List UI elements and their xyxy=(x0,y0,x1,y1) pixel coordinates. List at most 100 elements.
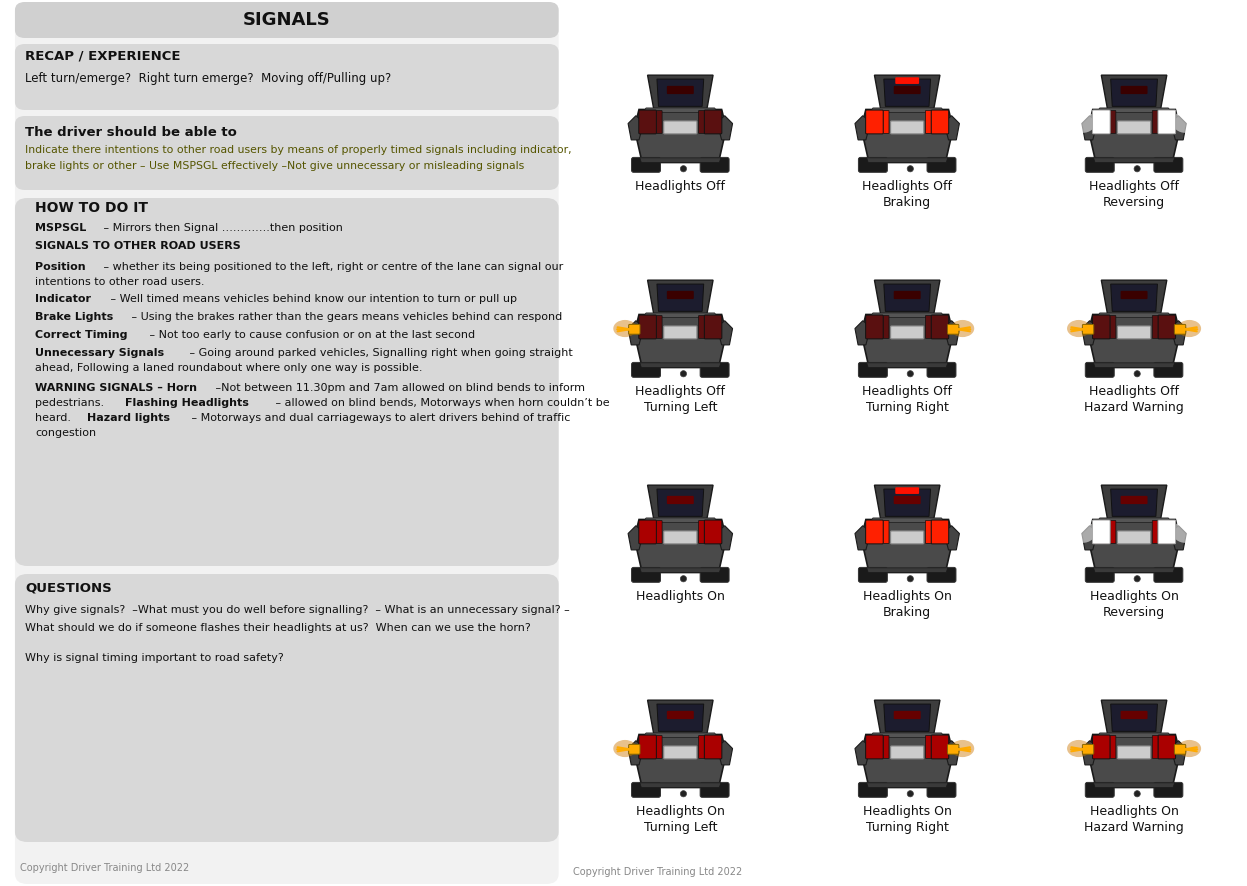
FancyBboxPatch shape xyxy=(883,315,889,338)
Circle shape xyxy=(681,166,687,172)
FancyBboxPatch shape xyxy=(656,735,662,758)
Polygon shape xyxy=(643,518,718,523)
Circle shape xyxy=(908,790,914,797)
FancyBboxPatch shape xyxy=(1092,520,1110,544)
Circle shape xyxy=(908,166,914,172)
Polygon shape xyxy=(869,733,945,738)
Text: – Going around parked vehicles, Signalling right when going straight: – Going around parked vehicles, Signalli… xyxy=(186,348,572,358)
Text: Why is signal timing important to road safety?: Why is signal timing important to road s… xyxy=(25,653,283,663)
FancyBboxPatch shape xyxy=(932,735,949,759)
FancyBboxPatch shape xyxy=(865,735,883,759)
FancyBboxPatch shape xyxy=(1158,520,1176,544)
FancyBboxPatch shape xyxy=(890,746,924,759)
Polygon shape xyxy=(647,700,713,734)
Polygon shape xyxy=(628,525,643,550)
FancyBboxPatch shape xyxy=(15,574,559,842)
FancyBboxPatch shape xyxy=(1092,110,1110,134)
FancyBboxPatch shape xyxy=(15,44,559,110)
Polygon shape xyxy=(867,783,948,788)
FancyBboxPatch shape xyxy=(1082,744,1094,754)
Text: – Mirrors then Signal ………….then position: – Mirrors then Signal ………….then position xyxy=(100,223,343,233)
Polygon shape xyxy=(867,158,948,162)
Polygon shape xyxy=(657,284,703,311)
Ellipse shape xyxy=(951,320,974,337)
FancyBboxPatch shape xyxy=(1153,362,1183,377)
Polygon shape xyxy=(640,158,721,162)
FancyBboxPatch shape xyxy=(698,735,705,758)
Polygon shape xyxy=(628,741,643,765)
FancyBboxPatch shape xyxy=(1158,520,1176,544)
FancyBboxPatch shape xyxy=(925,521,932,543)
Polygon shape xyxy=(944,741,959,765)
Ellipse shape xyxy=(1067,740,1090,758)
FancyBboxPatch shape xyxy=(700,362,729,377)
FancyBboxPatch shape xyxy=(1153,158,1183,172)
Circle shape xyxy=(1134,166,1140,172)
Text: Headlights Off
Turning Left: Headlights Off Turning Left xyxy=(635,385,726,414)
Polygon shape xyxy=(643,733,718,738)
FancyBboxPatch shape xyxy=(1153,567,1183,582)
Polygon shape xyxy=(867,568,948,572)
FancyBboxPatch shape xyxy=(925,111,932,134)
FancyBboxPatch shape xyxy=(638,315,656,338)
FancyBboxPatch shape xyxy=(698,521,705,543)
Polygon shape xyxy=(874,75,940,110)
FancyBboxPatch shape xyxy=(925,735,932,758)
Text: Headlights Off
Turning Right: Headlights Off Turning Right xyxy=(862,385,953,414)
Circle shape xyxy=(1134,370,1140,377)
Circle shape xyxy=(681,790,687,797)
FancyBboxPatch shape xyxy=(698,315,705,338)
Polygon shape xyxy=(635,315,726,368)
FancyBboxPatch shape xyxy=(927,782,956,797)
FancyBboxPatch shape xyxy=(1121,291,1147,299)
Polygon shape xyxy=(717,321,732,345)
Text: Headlights On
Reversing: Headlights On Reversing xyxy=(1090,590,1178,618)
FancyBboxPatch shape xyxy=(894,496,920,504)
FancyBboxPatch shape xyxy=(883,111,889,134)
Text: Brake Lights: Brake Lights xyxy=(35,312,113,322)
FancyBboxPatch shape xyxy=(894,291,920,299)
FancyBboxPatch shape xyxy=(1152,521,1158,543)
FancyBboxPatch shape xyxy=(667,711,693,719)
Text: Indicate there intentions to other road users by means of properly timed signals: Indicate there intentions to other road … xyxy=(25,145,571,155)
FancyBboxPatch shape xyxy=(700,782,729,797)
FancyBboxPatch shape xyxy=(927,362,956,377)
FancyBboxPatch shape xyxy=(890,121,924,134)
FancyBboxPatch shape xyxy=(894,711,920,719)
Polygon shape xyxy=(643,108,718,113)
FancyBboxPatch shape xyxy=(1085,567,1115,582)
Ellipse shape xyxy=(951,740,974,758)
Text: MSPSGL: MSPSGL xyxy=(35,223,86,233)
FancyBboxPatch shape xyxy=(895,77,919,84)
Polygon shape xyxy=(1111,79,1157,106)
FancyBboxPatch shape xyxy=(667,496,693,504)
FancyBboxPatch shape xyxy=(865,315,883,338)
Text: pedestrians.: pedestrians. xyxy=(35,398,107,408)
FancyBboxPatch shape xyxy=(663,121,697,134)
Polygon shape xyxy=(944,321,959,345)
Text: intentions to other road users.: intentions to other road users. xyxy=(35,277,205,287)
Text: Hazard lights: Hazard lights xyxy=(87,413,171,423)
Polygon shape xyxy=(657,489,703,517)
Polygon shape xyxy=(1111,489,1157,517)
FancyBboxPatch shape xyxy=(15,2,559,884)
Ellipse shape xyxy=(614,740,637,758)
Polygon shape xyxy=(640,363,721,368)
FancyBboxPatch shape xyxy=(932,315,949,338)
Polygon shape xyxy=(1089,519,1180,572)
FancyBboxPatch shape xyxy=(1085,158,1115,172)
FancyBboxPatch shape xyxy=(927,567,956,582)
Text: Headlights Off
Reversing: Headlights Off Reversing xyxy=(1089,180,1180,209)
Polygon shape xyxy=(640,783,721,788)
Text: heard.: heard. xyxy=(35,413,75,423)
Circle shape xyxy=(1134,790,1140,797)
Text: ahead, Following a laned roundabout where only one way is possible.: ahead, Following a laned roundabout wher… xyxy=(35,363,423,373)
Polygon shape xyxy=(869,313,945,317)
FancyBboxPatch shape xyxy=(638,110,656,134)
Text: RECAP / EXPERIENCE: RECAP / EXPERIENCE xyxy=(25,50,181,63)
FancyBboxPatch shape xyxy=(1117,746,1151,759)
Ellipse shape xyxy=(614,320,637,337)
Polygon shape xyxy=(874,486,940,519)
FancyBboxPatch shape xyxy=(15,198,559,566)
FancyBboxPatch shape xyxy=(1110,735,1116,758)
